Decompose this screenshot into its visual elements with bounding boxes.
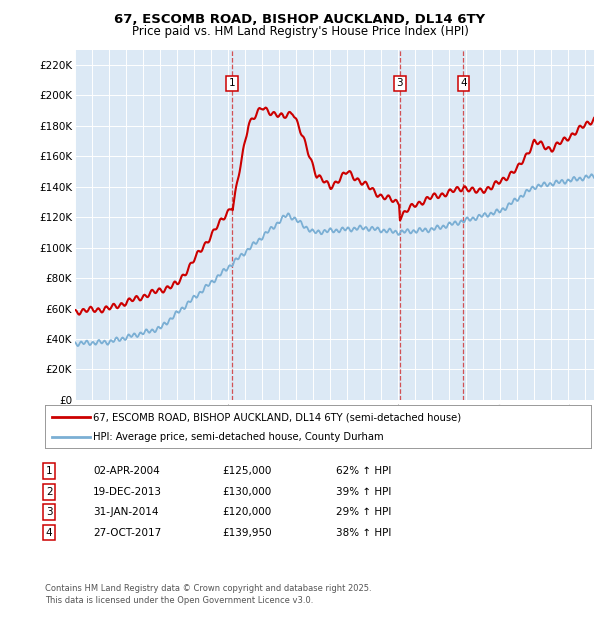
Text: 27-OCT-2017: 27-OCT-2017 (93, 528, 161, 538)
Text: 38% ↑ HPI: 38% ↑ HPI (336, 528, 391, 538)
Text: £120,000: £120,000 (222, 507, 271, 517)
Text: Contains HM Land Registry data © Crown copyright and database right 2025.
This d: Contains HM Land Registry data © Crown c… (45, 584, 371, 605)
Text: 31-JAN-2014: 31-JAN-2014 (93, 507, 158, 517)
Text: 4: 4 (460, 78, 467, 88)
Text: 3: 3 (397, 78, 403, 88)
Text: 62% ↑ HPI: 62% ↑ HPI (336, 466, 391, 476)
Text: £125,000: £125,000 (222, 466, 271, 476)
Text: Price paid vs. HM Land Registry's House Price Index (HPI): Price paid vs. HM Land Registry's House … (131, 25, 469, 37)
Text: 39% ↑ HPI: 39% ↑ HPI (336, 487, 391, 497)
Text: 19-DEC-2013: 19-DEC-2013 (93, 487, 162, 497)
Text: £139,950: £139,950 (222, 528, 272, 538)
Text: 2: 2 (46, 487, 53, 497)
Text: 02-APR-2004: 02-APR-2004 (93, 466, 160, 476)
Text: 3: 3 (46, 507, 53, 517)
Text: 1: 1 (229, 78, 236, 88)
Text: 4: 4 (46, 528, 53, 538)
Text: 29% ↑ HPI: 29% ↑ HPI (336, 507, 391, 517)
Text: HPI: Average price, semi-detached house, County Durham: HPI: Average price, semi-detached house,… (93, 432, 383, 442)
Text: 67, ESCOMB ROAD, BISHOP AUCKLAND, DL14 6TY: 67, ESCOMB ROAD, BISHOP AUCKLAND, DL14 6… (115, 14, 485, 26)
Text: £130,000: £130,000 (222, 487, 271, 497)
Text: 67, ESCOMB ROAD, BISHOP AUCKLAND, DL14 6TY (semi-detached house): 67, ESCOMB ROAD, BISHOP AUCKLAND, DL14 6… (93, 412, 461, 422)
Text: 1: 1 (46, 466, 53, 476)
